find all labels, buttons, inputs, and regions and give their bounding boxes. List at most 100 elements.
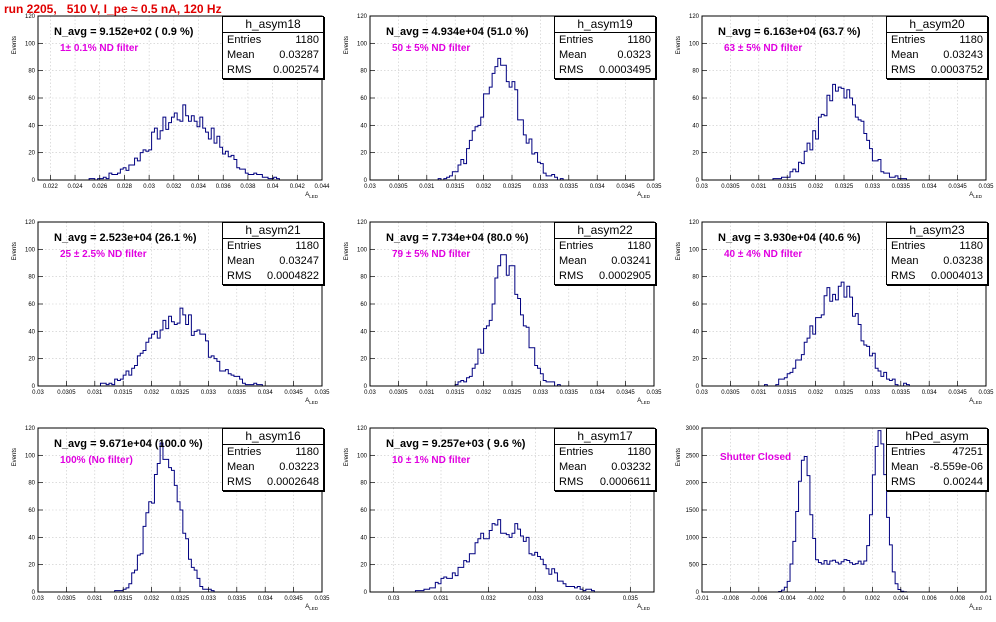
y-tick-label: 40 (360, 123, 367, 129)
x-tick-label: 0.04 (267, 184, 279, 190)
stats-value: 1180 (959, 240, 983, 252)
stats-value: -8.559e-06 (929, 461, 983, 473)
y-tick-label: 1500 (686, 508, 700, 514)
x-tick-label: 0.026 (92, 184, 108, 190)
y-tick-label: 80 (28, 275, 35, 281)
filter-note: 50 ± 5% ND filter (392, 43, 471, 54)
stats-value: 0.0004822 (267, 270, 319, 282)
y-tick-label: 80 (360, 69, 367, 75)
histogram-panel-h-asym21: 0.03 0.0305 0.031 0.0315 0.032 0.0325 0.033 0.0… (0, 206, 332, 412)
stats-row-rms: RMS 0.0006611 (555, 475, 655, 490)
stats-row-entries: Entries 1180 (223, 239, 323, 254)
stats-key: RMS (227, 64, 252, 76)
x-tick-label: 0.0345 (616, 390, 635, 396)
x-tick-label: 0.034 (922, 184, 938, 190)
x-tick-label: 0.033 (533, 390, 549, 396)
filter-note: 1± 0.1% ND filter (60, 43, 139, 54)
x-tick-label: 0.03 (364, 184, 376, 190)
stats-box: h_asym18 Entries 1180 Mean 0.03287 RMS 0.00257… (222, 16, 324, 79)
y-tick-label: 20 (28, 563, 35, 569)
y-tick-label: 60 (28, 96, 35, 102)
x-tick-label: 0.033 (201, 390, 217, 396)
x-tick-label: 0.031 (433, 596, 449, 602)
y-tick-label: 40 (28, 535, 35, 541)
y-axis-label: Events (344, 36, 350, 54)
stats-box: h_asym17 Entries 1180 Mean 0.03232 RMS 0.00066… (554, 428, 656, 491)
stats-key: Entries (559, 240, 594, 252)
y-axis-label: Events (344, 242, 350, 260)
x-tick-label: 0.0345 (948, 184, 967, 190)
x-tick-label: 0.0335 (228, 596, 247, 602)
y-tick-label: 20 (360, 151, 367, 157)
histogram-plot: 0.03 0.0305 0.031 0.0315 0.032 0.0325 0.033 0.0… (344, 220, 662, 405)
x-tick-label: 0.0325 (835, 184, 854, 190)
x-axis-label: ALED (637, 192, 651, 199)
x-tick-label: 0.034 (590, 390, 606, 396)
histogram-panel-h-asym20: 0.03 0.0305 0.031 0.0315 0.032 0.0325 0.033 0.0… (664, 0, 996, 206)
x-tick-label: 0.033 (533, 184, 549, 190)
x-tick-label: 0.0335 (892, 390, 911, 396)
x-tick-label: 0.03 (696, 184, 708, 190)
y-tick-label: 120 (25, 14, 36, 20)
y-tick-label: 40 (28, 329, 35, 335)
x-tick-label: 0.031 (87, 390, 103, 396)
x-tick-label: 0.0325 (503, 390, 522, 396)
x-tick-label: 0.0315 (446, 184, 465, 190)
stats-row-rms: RMS 0.002574 (223, 63, 323, 78)
y-tick-label: 120 (25, 220, 36, 226)
histogram-plot: 0.03 0.0305 0.031 0.0315 0.032 0.0325 0.033 0.0… (344, 14, 662, 199)
x-tick-label: -0.008 (722, 596, 740, 602)
histogram-series (38, 104, 322, 181)
x-tick-label: 0.03 (696, 390, 708, 396)
y-tick-label: 60 (360, 508, 367, 514)
x-tick-label: 0.034 (258, 390, 274, 396)
stats-row-rms: RMS 0.0004013 (887, 269, 987, 284)
y-tick-label: 100 (25, 41, 36, 47)
histogram-plot: 0.03 0.031 0.032 0.033 0.034 0.035 0 20 40 60 80 10… (344, 426, 655, 611)
y-tick-label: 0 (364, 590, 368, 596)
x-tick-label: 0.032 (144, 596, 160, 602)
stats-value: 0.03243 (943, 49, 983, 61)
x-tick-label: 0.0325 (835, 390, 854, 396)
navg-label: N_avg = 3.930e+04 (40.6 %) (718, 232, 861, 244)
x-tick-label: 0.034 (590, 184, 606, 190)
y-tick-label: 100 (357, 41, 368, 47)
y-tick-label: 120 (689, 220, 700, 226)
y-tick-label: 3000 (686, 426, 700, 432)
stats-row-entries: Entries 1180 (887, 239, 987, 254)
x-tick-label: 0.031 (751, 390, 767, 396)
x-tick-label: 0.035 (646, 184, 662, 190)
y-tick-label: 100 (689, 41, 700, 47)
stats-value: 0.0006611 (599, 476, 651, 488)
y-tick-label: 20 (28, 357, 35, 363)
histogram-panel-h-asym22: 0.03 0.0305 0.031 0.0315 0.032 0.0325 0.033 0.0… (332, 206, 664, 412)
x-tick-label: 0.035 (623, 596, 639, 602)
histogram-panel-h-asym19: 0.03 0.0305 0.031 0.0315 0.032 0.0325 0.033 0.0… (332, 0, 664, 206)
stats-key: Mean (227, 255, 255, 267)
x-tick-label: 0.033 (201, 596, 217, 602)
stats-row-rms: RMS 0.0004822 (223, 269, 323, 284)
y-tick-label: 0 (364, 384, 368, 390)
stats-box: h_asym16 Entries 1180 Mean 0.03223 RMS 0.00026… (222, 428, 324, 491)
y-tick-label: 120 (357, 14, 368, 20)
x-tick-label: 0.034 (258, 596, 274, 602)
x-tick-label: 0.0335 (228, 390, 247, 396)
stats-row-mean: Mean 0.03238 (887, 254, 987, 269)
filter-note: 100% (No filter) (60, 455, 133, 466)
y-tick-label: 100 (357, 453, 368, 459)
x-tick-label: 0.031 (419, 184, 435, 190)
x-tick-label: 0.032 (144, 390, 160, 396)
histogram-title: h_asym21 (223, 223, 323, 239)
stats-value: 0.0003752 (931, 64, 983, 76)
navg-label: N_avg = 7.734e+04 (80.0 %) (386, 232, 529, 244)
stats-key: Entries (891, 34, 926, 46)
x-tick-label: 0.0325 (171, 596, 190, 602)
x-tick-label: 0.032 (476, 184, 492, 190)
x-tick-label: 0.03 (364, 390, 376, 396)
stats-key: RMS (891, 64, 916, 76)
x-tick-label: 0.032 (481, 596, 497, 602)
x-tick-label: 0.0345 (948, 390, 967, 396)
stats-key: RMS (891, 476, 916, 488)
y-tick-label: 0 (32, 590, 36, 596)
filter-note: 40 ± 4% ND filter (724, 249, 803, 260)
